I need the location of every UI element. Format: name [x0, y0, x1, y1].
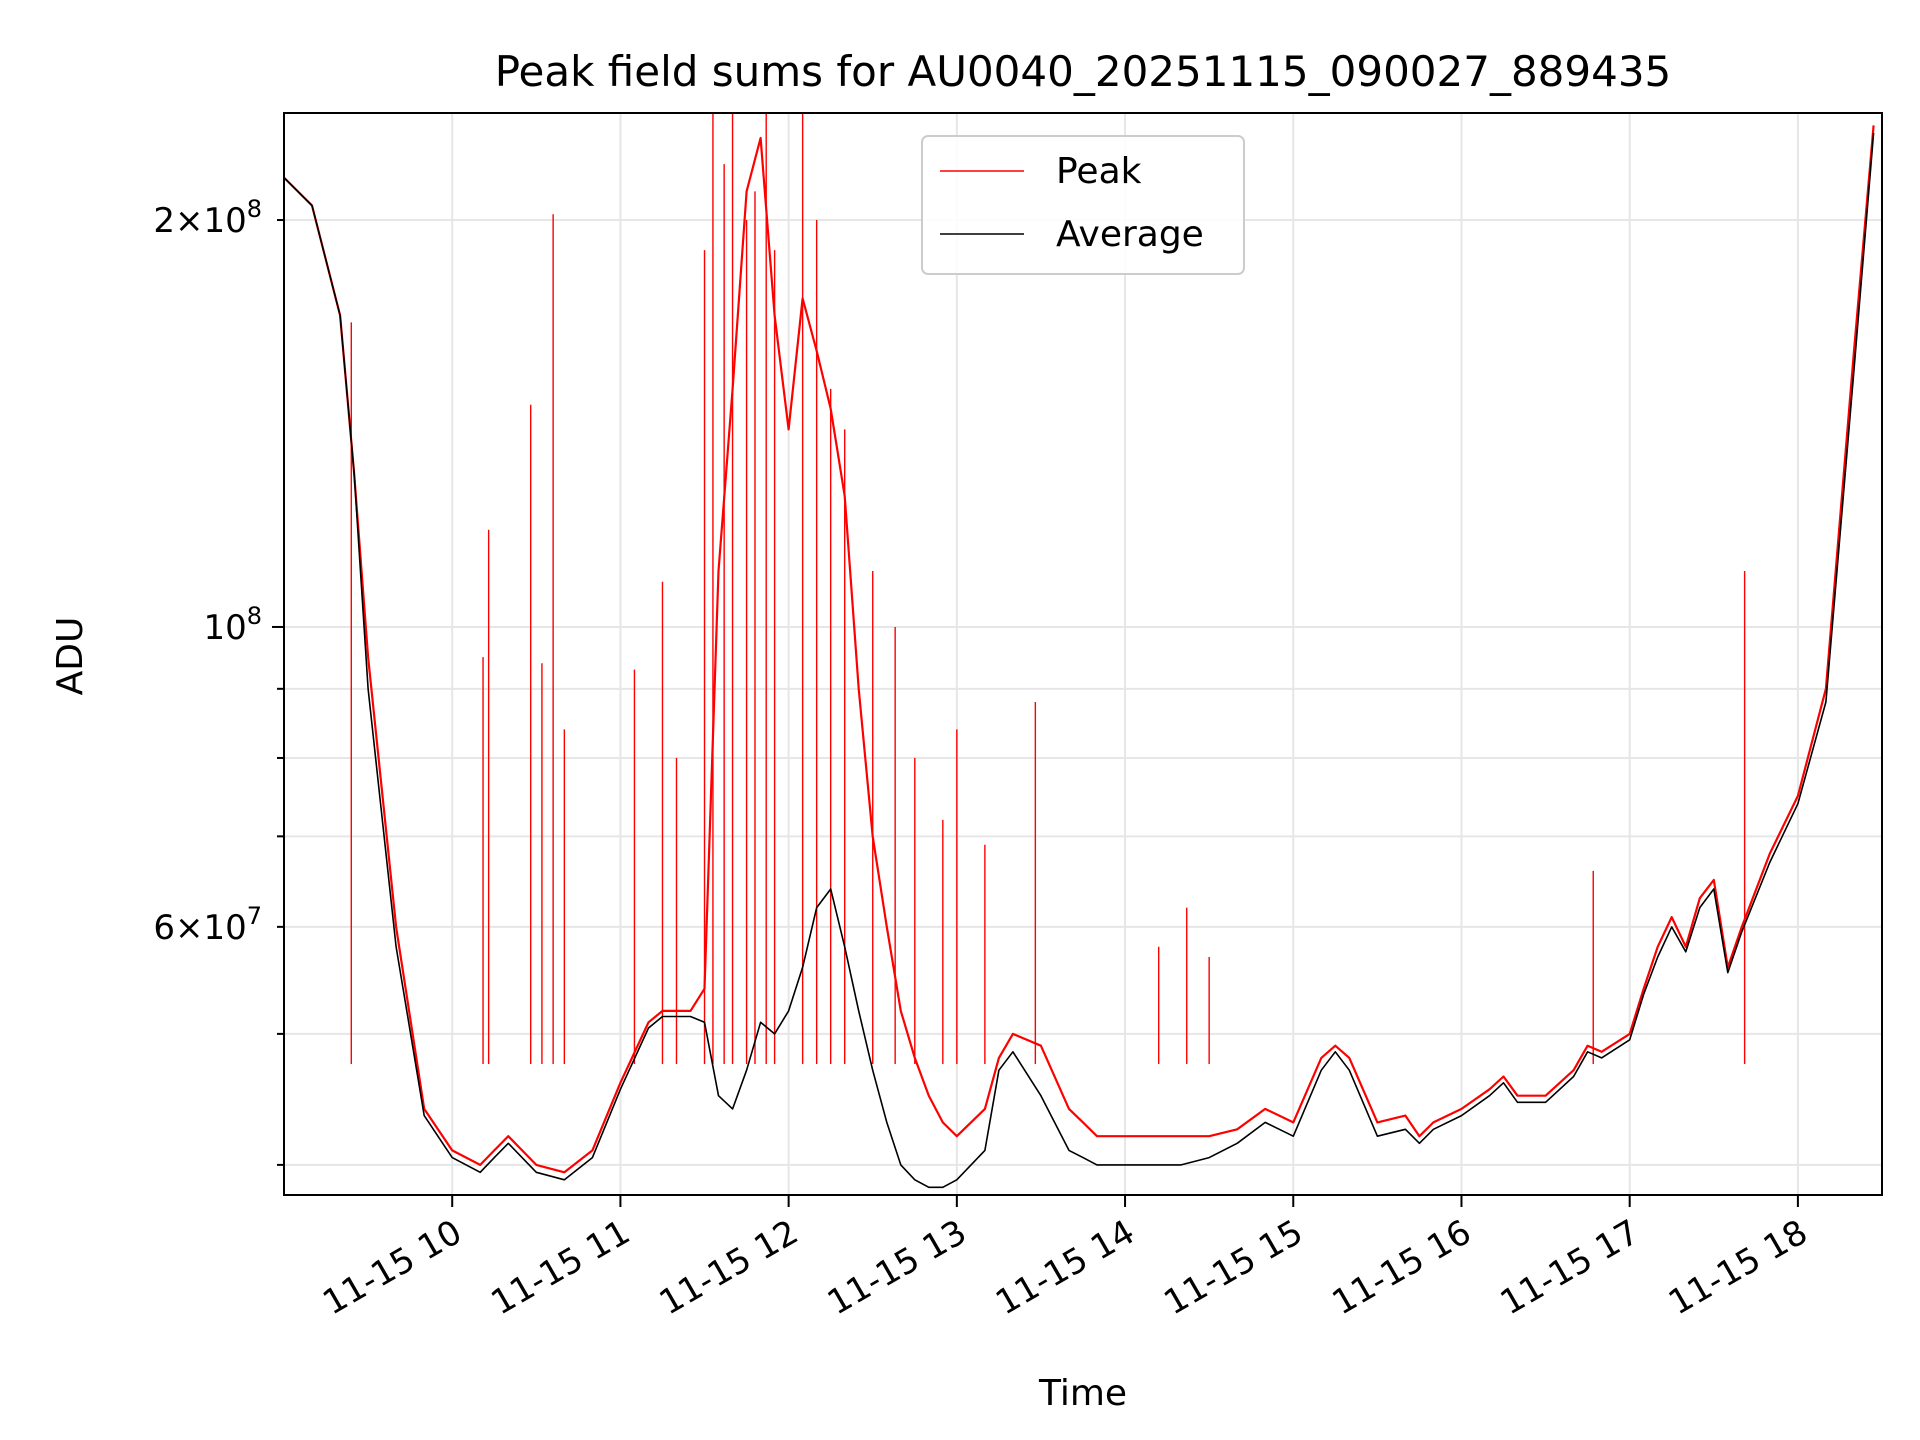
- y-tick-label: 6×107: [153, 902, 262, 948]
- legend: Peak Average: [921, 135, 1245, 275]
- series-line-peak: [283, 125, 1875, 1174]
- y-tick-label: 2×108: [153, 195, 262, 241]
- plot-series: [283, 113, 1875, 1189]
- x-axis-title: Time: [1038, 1373, 1127, 1414]
- grid: [284, 113, 1882, 1195]
- peak-spikes: [350, 113, 1746, 1064]
- plot-frame: [283, 112, 1883, 1196]
- chart-title: Peak field sums for AU0040_20251115_0900…: [495, 47, 1672, 96]
- legend-label-peak: Peak: [1056, 151, 1142, 192]
- series-line-average: [283, 132, 1875, 1189]
- y-tick-label: 108: [203, 602, 262, 648]
- legend-label-average: Average: [1056, 214, 1204, 255]
- y-axis-title: ADU: [50, 617, 91, 696]
- y-axis: 6×107 108 2×108: [153, 195, 284, 1166]
